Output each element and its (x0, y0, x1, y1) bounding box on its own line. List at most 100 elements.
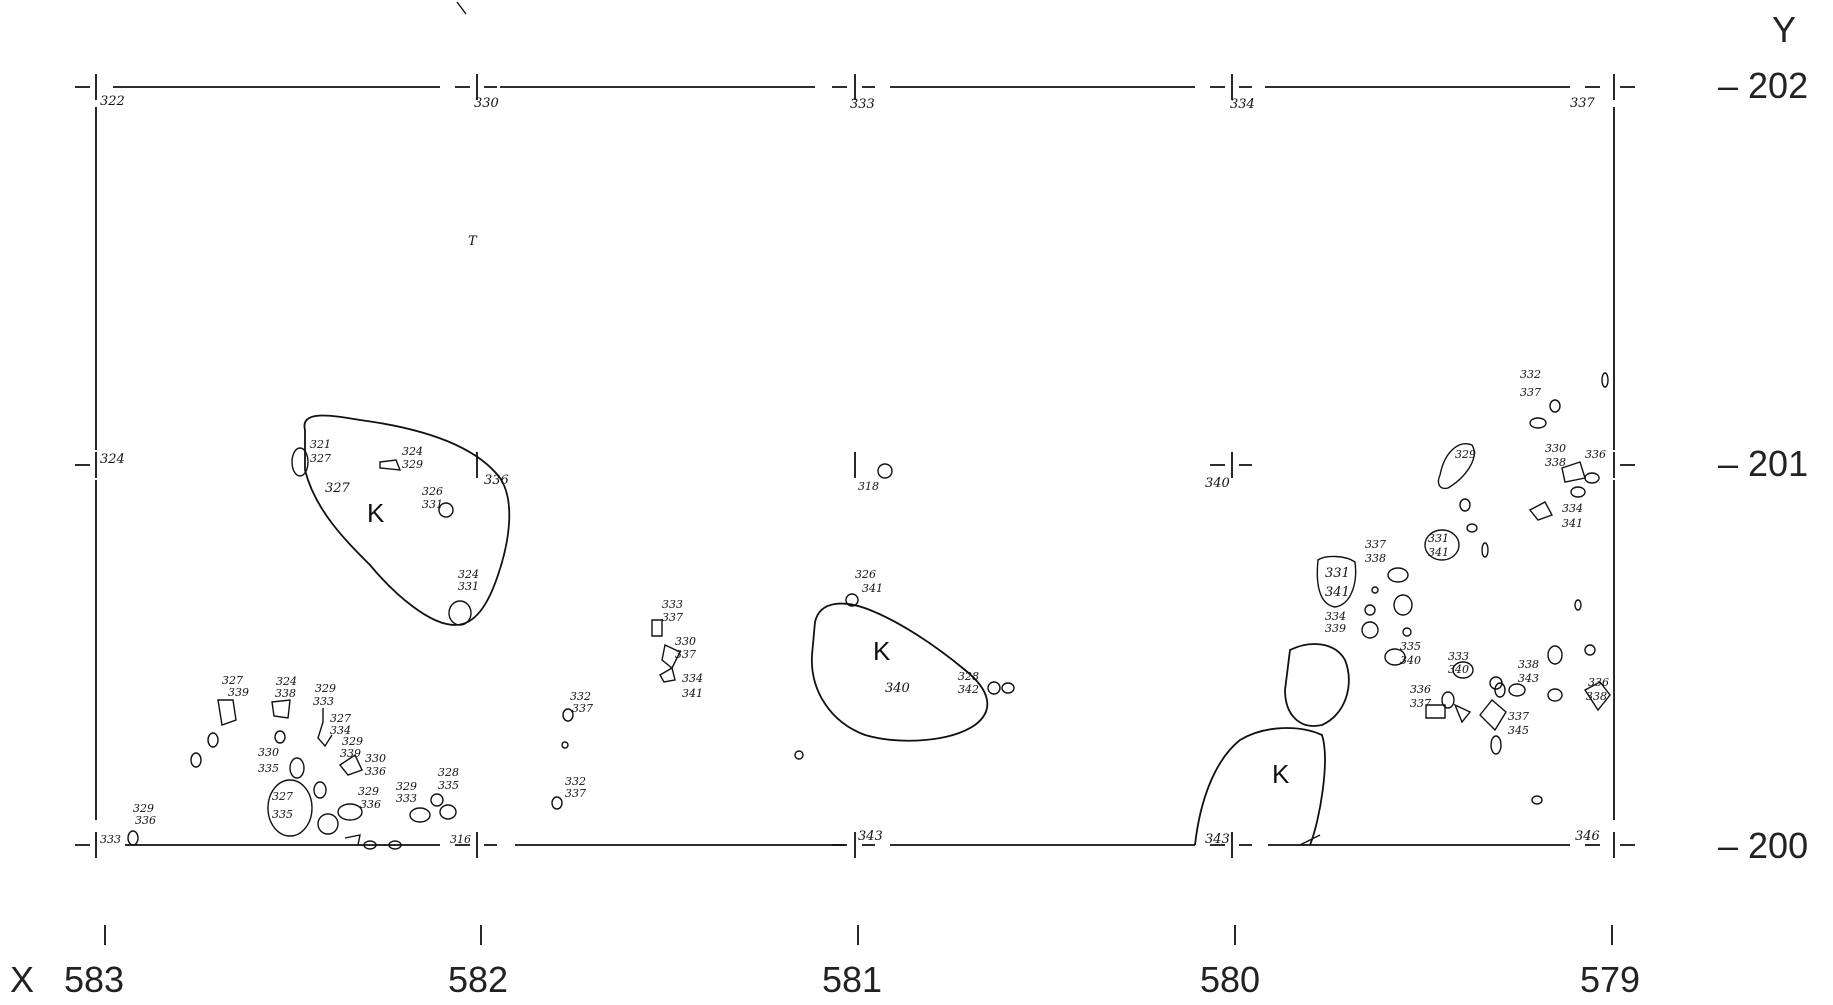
grid-label: 346 (1575, 829, 1600, 844)
y-tick-201: – 201 (1718, 443, 1808, 484)
feature-label: 340 (1448, 663, 1469, 676)
feature-label: 337 (572, 702, 593, 715)
feature-label: 336 (135, 814, 156, 827)
pit-label: 331 (458, 580, 479, 593)
feature-label: 330 (258, 746, 279, 759)
feature-label: 335 (438, 779, 459, 792)
pit-label: 326 (855, 568, 876, 581)
feature-label: 328 (438, 766, 459, 779)
feature-label: 331 (1325, 566, 1350, 581)
k-label: K (367, 498, 385, 528)
east-cluster: 332 337 329 330 338 336 334 341 337 338 … (1316, 368, 1611, 805)
pit-label: 326 (422, 485, 443, 498)
y-tick-202: – 202 (1718, 65, 1808, 106)
feature-label: 329 (396, 780, 417, 793)
feature-label: 338 (1545, 456, 1566, 469)
feature-label: 337 (565, 787, 586, 800)
x-tick-582: 582 (448, 959, 508, 1000)
feature-label: 327 (222, 674, 243, 687)
feature-label: 329 (342, 735, 363, 748)
feature-label: 335 (1400, 640, 1421, 653)
feature-label: 335 (272, 808, 293, 821)
feature-label: 343 (1518, 672, 1539, 685)
feature-label: 334 (1562, 502, 1583, 515)
pit-west: 321 327 327 324 329 326 331 324 331 K (291, 414, 511, 626)
feature-label: 341 (1325, 585, 1350, 600)
feature-label: 329 (358, 785, 379, 798)
pit-east: K (1194, 643, 1350, 846)
pit-label: 342 (958, 683, 979, 696)
feature-label: 330 (675, 635, 696, 648)
pit-label: 331 (422, 498, 443, 511)
x-axis-letter: X (10, 959, 34, 1000)
feature-label: 331 (1428, 532, 1449, 545)
feature-label: 333 (1448, 650, 1469, 663)
feature-label: 329 (133, 802, 154, 815)
feature-label: 327 (330, 712, 351, 725)
grid-frame (95, 86, 1615, 846)
t-mark: T (468, 234, 478, 249)
feature-label: 338 (1586, 690, 1607, 703)
pit-label: 327 (310, 452, 331, 465)
feature-label: 333 (396, 792, 417, 805)
feature-label: 334 (682, 672, 703, 685)
x-tick-583: 583 (64, 959, 124, 1000)
pit-label: 324 (402, 445, 423, 458)
grid-crosses (75, 74, 1635, 858)
pit-label: 329 (402, 458, 423, 471)
feature-label: 324 (276, 675, 297, 688)
feature-label: 335 (258, 762, 279, 775)
feature-label: 339 (1325, 622, 1346, 635)
pit-label: 324 (458, 568, 479, 581)
pit-label: 328 (958, 670, 979, 683)
grid-label: 316 (450, 833, 471, 846)
k-label: K (873, 636, 891, 666)
grid-label: 318 (858, 480, 879, 493)
x-tick-581: 581 (822, 959, 882, 1000)
stray-mark (456, 1, 467, 15)
grid-label: 343 (1205, 832, 1230, 847)
grid-label: 330 (474, 96, 499, 111)
grid-label: 343 (858, 829, 883, 844)
grid-label: 324 (100, 452, 125, 467)
feature-label: 337 (1365, 538, 1386, 551)
mid-cluster: 333 337 330 337 334 341 332 337 332 337 (551, 598, 804, 810)
grid-point-labels: 322 330 333 334 337 324 336 318 340 333 … (100, 94, 1600, 847)
feature-label: 341 (1428, 546, 1449, 559)
grid-label: 337 (1570, 96, 1596, 111)
feature-label: 336 (1410, 683, 1431, 696)
grid-label: 322 (100, 94, 125, 109)
feature-label: 339 (340, 747, 361, 760)
y-axis-letter: Y (1772, 9, 1796, 50)
y-tick-200: – 200 (1718, 825, 1808, 866)
feature-label: 339 (228, 686, 249, 699)
x-tick-579: 579 (1580, 959, 1640, 1000)
feature-label: 332 (570, 690, 591, 703)
pit-label: 327 (325, 481, 351, 496)
pit-centre: 326 341 340 328 342 K (811, 463, 1015, 742)
feature-label: 338 (1518, 658, 1539, 671)
feature-label: 341 (682, 687, 703, 700)
feature-label: 338 (1365, 552, 1386, 565)
feature-label: 336 (1588, 676, 1609, 689)
feature-label: 337 (1410, 697, 1431, 710)
sw-cluster: 327 339 324 338 329 333 327 334 330 335 … (127, 674, 459, 850)
feature-label: 334 (330, 724, 351, 737)
x-tick-580: 580 (1200, 959, 1260, 1000)
feature-label: 340 (1400, 654, 1421, 667)
pit-label: 341 (862, 582, 883, 595)
k-label: K (1272, 759, 1290, 789)
feature-label: 336 (365, 765, 386, 778)
pit-label: 321 (310, 438, 331, 451)
grid-label: 333 (850, 97, 875, 112)
feature-label: 336 (360, 798, 381, 811)
feature-label: 330 (365, 752, 386, 765)
feature-label: 330 (1545, 442, 1566, 455)
grid-label: 333 (100, 833, 121, 846)
feature-label: 333 (313, 695, 334, 708)
feature-label: 329 (1455, 448, 1476, 461)
feature-label: 337 (662, 611, 683, 624)
feature-label: 329 (315, 682, 336, 695)
feature-label: 338 (275, 687, 296, 700)
